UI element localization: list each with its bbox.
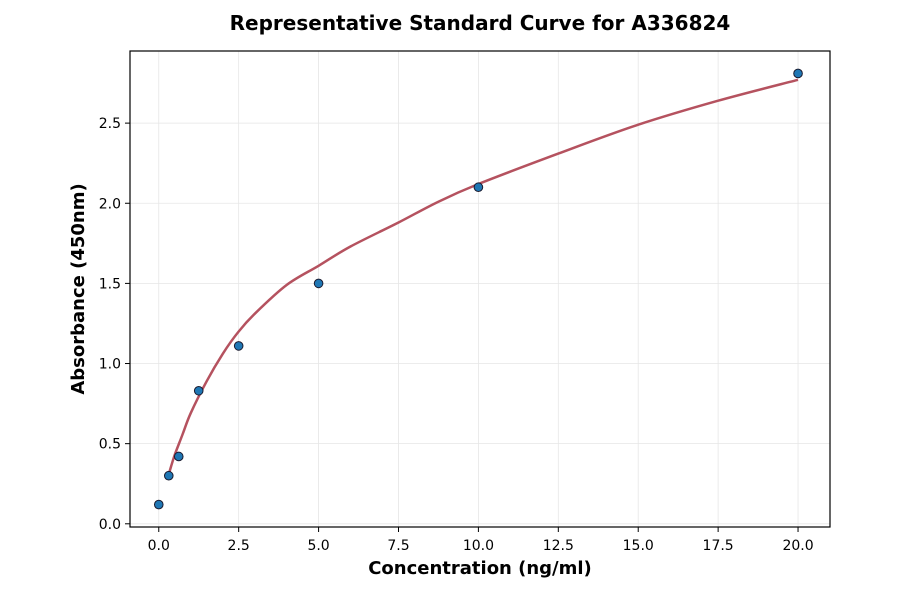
x-tick-label: 15.0	[623, 538, 654, 554]
grid-lines	[130, 51, 830, 527]
chart-title: Representative Standard Curve for A33682…	[230, 11, 731, 35]
y-tick-label: 0.0	[99, 517, 121, 533]
data-point	[793, 68, 803, 79]
x-tick-label: 20.0	[782, 538, 813, 554]
data-point	[193, 385, 204, 396]
data-point	[163, 470, 174, 481]
data-point	[313, 278, 324, 289]
data-point	[473, 182, 484, 193]
y-tick-label: 2.0	[99, 196, 121, 212]
data-points-layer	[153, 68, 803, 510]
y-tick-label: 0.5	[99, 437, 121, 453]
x-tick-label: 2.5	[228, 538, 250, 554]
x-tick-label: 7.5	[387, 538, 409, 554]
x-tick-label: 0.0	[148, 538, 170, 554]
x-tick-label: 10.0	[463, 538, 494, 554]
fit-curve-line	[167, 78, 799, 475]
x-axis-ticks: 0.0 2.5 5.0 7.5 10.0 12.5 15.0 17.5 20.0	[148, 527, 814, 554]
y-axis-label: Absorbance (450nm)	[68, 183, 89, 394]
x-tick-label: 5.0	[307, 538, 329, 554]
data-point	[153, 499, 164, 510]
x-axis-label: Concentration (ng/ml)	[368, 558, 592, 579]
plot-frame	[129, 50, 831, 528]
y-tick-label: 1.5	[99, 276, 121, 292]
x-tick-label: 12.5	[543, 538, 574, 554]
x-tick-label: 17.5	[703, 538, 734, 554]
data-point	[233, 341, 244, 351]
y-tick-label: 1.0	[99, 357, 121, 373]
data-point	[173, 451, 184, 462]
y-axis-ticks: 0.0 0.5 1.0 1.5 2.0 2.5	[99, 116, 130, 533]
y-tick-label: 2.5	[99, 116, 121, 132]
fit-curve-layer	[167, 78, 799, 475]
